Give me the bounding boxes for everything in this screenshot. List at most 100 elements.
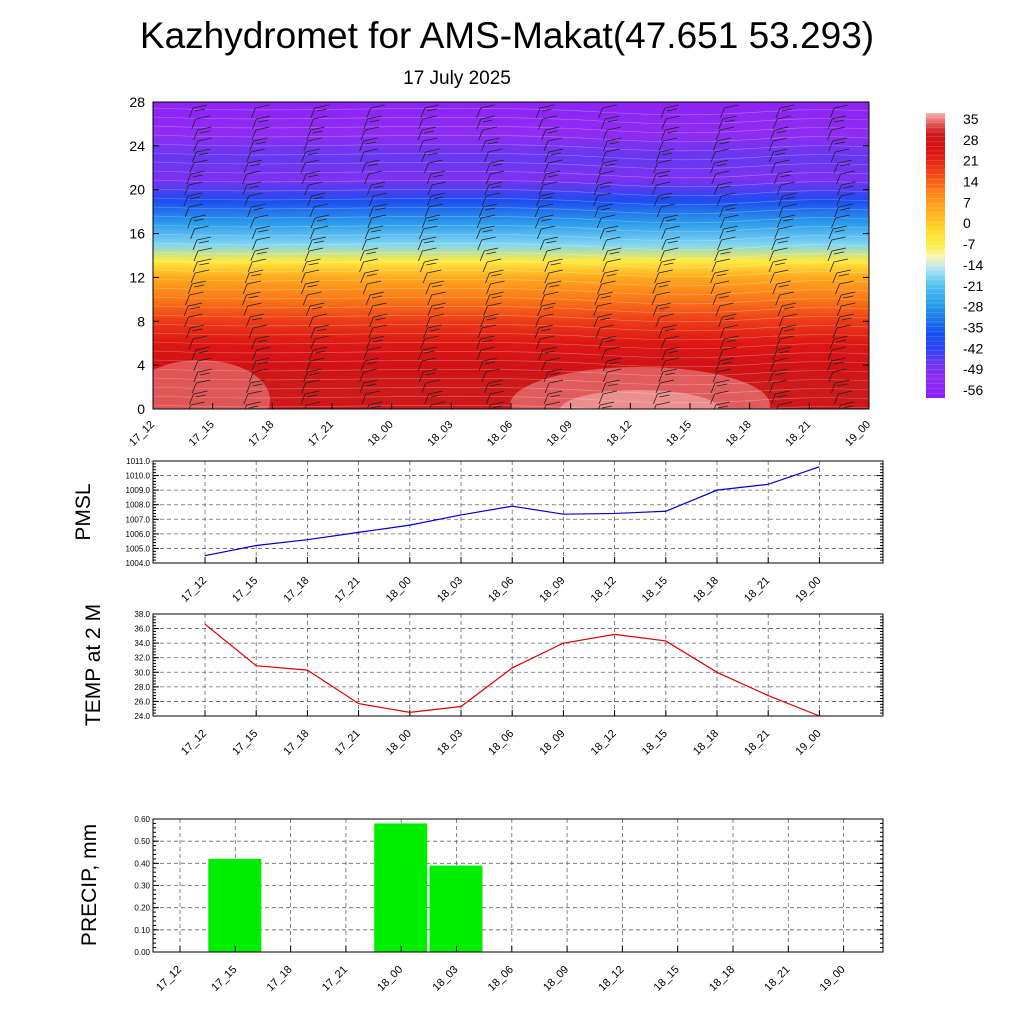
x-tick-label: 17_18: [281, 728, 311, 758]
wind-barb: [768, 137, 788, 152]
wind-barb: [886, 105, 904, 118]
wind-barb: [252, 115, 271, 130]
wind-barb: [251, 104, 270, 119]
wind-barb: [307, 236, 327, 251]
wind-barb: [652, 280, 671, 295]
colorbar-tick-label: -56: [963, 382, 983, 398]
colorbar-tick-label: 21: [963, 153, 979, 169]
wind-barb: [771, 236, 790, 251]
precip-bar: [208, 858, 262, 952]
wind-barb: [478, 126, 497, 141]
wind-barb: [896, 402, 914, 415]
colorbar: 35 28 21 14 7 0 -7 -14 -21 -28 -35 -42 -49 -56: [926, 111, 983, 398]
wind-barb: [660, 335, 680, 350]
wind-barb: [310, 335, 329, 350]
x-tick-label: 18_06: [486, 964, 516, 994]
wind-barb: [659, 247, 679, 262]
wind-barb: [427, 302, 446, 317]
wind-barb: [242, 291, 261, 306]
y-tick-label: 24: [129, 138, 145, 154]
wind-barb: [482, 258, 502, 273]
wind-barb: [660, 126, 680, 141]
wind-barb: [243, 159, 263, 174]
wind-barb: [886, 336, 904, 349]
wind-barb: [894, 149, 912, 162]
x-tick-label: 17_12: [179, 575, 209, 605]
wind-barb: [476, 104, 495, 119]
cross-section-y-axis: 0 4 8 12 16 20 24 28: [129, 94, 869, 417]
wind-barb: [359, 148, 378, 163]
x-tick-label: 18_03: [435, 728, 465, 758]
x-tick-label: 18_15: [652, 964, 682, 994]
wind-barb: [362, 280, 382, 295]
wind-barb: [535, 335, 555, 350]
wind-barb: [477, 324, 497, 339]
wind-barb: [714, 247, 733, 262]
wind-barb: [833, 390, 853, 405]
wind-barb: [829, 104, 849, 119]
wind-barb: [543, 390, 563, 405]
wind-barb: [478, 357, 497, 372]
wind-barb: [359, 368, 378, 383]
wind-barb: [655, 148, 675, 163]
wind-barb: [363, 346, 382, 361]
wind-barb: [893, 259, 911, 272]
wind-barb: [830, 379, 850, 394]
wind-barb: [827, 236, 846, 251]
wind-barb: [719, 225, 738, 240]
wind-barb: [661, 346, 681, 361]
wind-barb: [306, 126, 325, 141]
wind-barb: [534, 324, 554, 339]
wind-barb: [190, 269, 210, 284]
wind-barb: [891, 369, 909, 382]
wind-barb: [776, 214, 796, 229]
x-tick-label: 17_15: [230, 728, 260, 758]
wind-barb: [896, 391, 914, 404]
wind-barb: [424, 390, 443, 405]
wind-barb: [535, 214, 554, 229]
y-tick-label: 0.40: [134, 859, 150, 868]
x-tick-label: 18_12: [596, 964, 626, 994]
cross-section-field: [153, 102, 869, 409]
wind-barb: [836, 170, 855, 185]
wind-barb: [246, 148, 265, 163]
wind-barb: [601, 379, 620, 394]
wind-barb: [886, 226, 904, 239]
wind-barb: [835, 280, 854, 295]
wind-barb: [597, 280, 616, 295]
wind-barb: [828, 368, 847, 383]
pmsl-axis-label: PMSL: [72, 483, 95, 540]
wind-barb: [248, 324, 268, 339]
wind-barb: [602, 126, 622, 141]
x-tick-label: 18_12: [589, 728, 619, 758]
wind-barb: [485, 291, 504, 306]
chart-title: Kazhydromet for AMS-Makat(47.651 53.293): [140, 15, 874, 56]
wind-barb: [718, 313, 737, 328]
wind-barb: [535, 313, 554, 328]
wind-barb: [300, 269, 320, 284]
wind-barb: [249, 137, 268, 152]
x-tick-label: 18_15: [640, 728, 670, 758]
wind-barb: [593, 302, 612, 317]
wind-barb: [719, 203, 738, 218]
wind-barb: [243, 390, 263, 405]
wind-barb: [777, 302, 797, 317]
wind-barb: [602, 368, 622, 383]
y-tick-label: 1006.0: [126, 530, 151, 539]
wind-barb: [417, 126, 437, 141]
wind-barb: [593, 192, 612, 207]
wind-barb: [426, 170, 446, 185]
wind-barb: [244, 269, 264, 284]
wind-barb: [250, 247, 269, 262]
wind-barb: [775, 104, 795, 119]
wind-barb: [364, 170, 383, 185]
wind-barb: [184, 203, 204, 218]
y-tick-label: 38.0: [134, 610, 150, 619]
wind-barb: [187, 280, 207, 295]
wind-barb: [193, 247, 213, 262]
colorbar-tick-label: -21: [963, 278, 983, 294]
x-tick-label: 18_06: [486, 728, 516, 758]
colorbar-tick-label: -49: [963, 361, 983, 377]
wind-barb: [422, 269, 442, 284]
